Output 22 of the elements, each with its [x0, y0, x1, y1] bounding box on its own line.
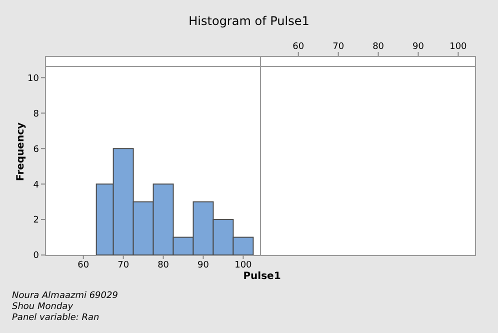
- chart-title: Histogram of Pulse1: [188, 14, 310, 28]
- x2-tick-label: 60: [292, 42, 304, 52]
- x2-tick-label: 80: [372, 42, 384, 52]
- x-axis-title: Pulse1: [242, 271, 282, 282]
- y-tick-label: 8: [33, 109, 40, 120]
- x-tick-label: 70: [118, 260, 130, 270]
- y-axis-title: Frequency: [16, 122, 27, 181]
- y-tick-label: 2: [33, 216, 39, 226]
- text: Panel variable: Ran: [12, 313, 100, 324]
- x2-tick-label: 90: [412, 42, 424, 52]
- x-tick-label: 100: [234, 260, 252, 270]
- y-tick-label: 4: [33, 180, 40, 190]
- x2-tick-label: 70: [332, 42, 344, 52]
- y-tick-label: 10: [28, 74, 40, 84]
- text: Noura Almaazmi 69029: [12, 291, 118, 302]
- x2-tick-label: 100: [450, 42, 468, 52]
- y-tick-label: 0: [33, 251, 40, 262]
- text: Shou Monday: [12, 302, 74, 313]
- x-tick-label: 80: [158, 260, 170, 270]
- x-tick-label: 90: [198, 260, 210, 270]
- y-tick-label: 6: [33, 144, 40, 155]
- x-tick-label: 60: [78, 260, 90, 270]
